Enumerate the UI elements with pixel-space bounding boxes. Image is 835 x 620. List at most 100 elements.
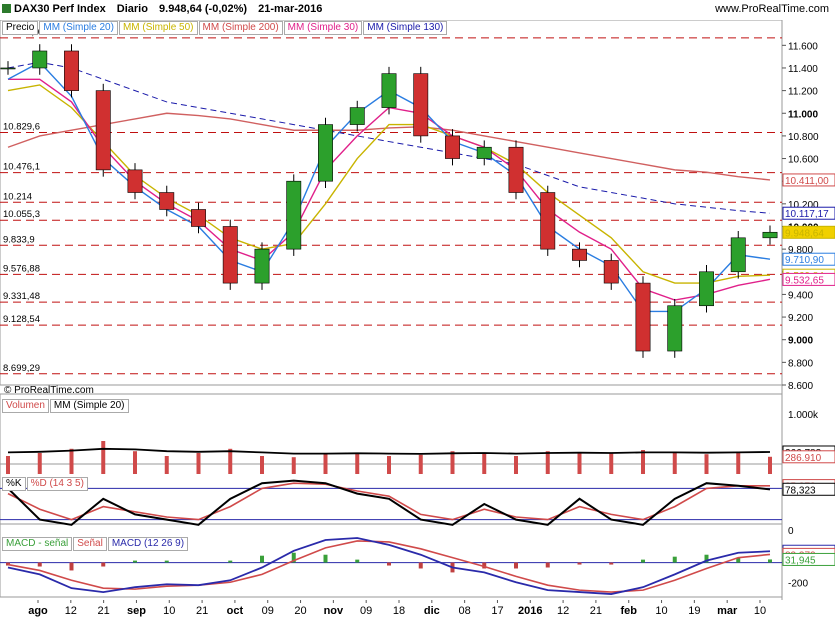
legend-volume-sma[interactable]: MM (Simple 20) [49,399,129,413]
legend-macd[interactable]: MACD (12 26 9) [107,537,189,551]
price-tick-label: 10.600 [788,155,819,166]
candle-body [254,248,270,284]
macd-hist-bar [6,562,10,566]
x-tick-label: oct [227,605,244,617]
legend-sma200[interactable]: MM (Simple 200) [198,21,283,35]
price-badge-box [782,225,835,239]
price-badge: 9.710,90 [782,252,835,266]
macd-legend: MACD - señal Señal MACD (12 26 9) [2,537,189,551]
volume-sma-line [7,447,771,455]
volume-legend: Volumen MM (Simple 20) [2,399,130,413]
x-tick-label: 10 [754,605,766,617]
x-tick-label: 2016 [518,605,542,617]
title-bar: DAX30 Perf Index Diario 9.948,64 (-0,02%… [0,0,835,20]
macd-hist-bar [672,556,677,563]
volume-badge-box [782,450,835,464]
legend-sma30[interactable]: MM (Simple 30) [283,21,363,35]
candle-body [95,90,111,171]
volume-bar [704,454,709,474]
sma200-line [7,112,771,181]
macd-signal-line [7,540,771,593]
candle-body [667,305,683,352]
volume-bar [6,456,10,474]
macd-hist-bar [355,559,360,563]
price-tick-label: 9.200 [788,313,813,324]
candle-body [381,73,397,108]
x-tick-label: 08 [459,605,471,617]
volume-badge: 286.910 [782,450,835,464]
macd-hist-bar [704,554,709,563]
candle-body [127,169,143,193]
macd-badge-box [782,552,835,566]
volume-bar [641,450,645,474]
legend-sma50[interactable]: MM (Simple 50) [118,21,198,35]
volume-bar [101,441,106,474]
candle-body [572,248,587,261]
stoch-d-line [7,482,770,521]
level-label: 10.214 [3,191,32,202]
macd-badge-text: 31,945 [785,555,816,566]
stoch-legend: %K %D (14 3 5) [2,477,89,491]
macd-hist-bar [736,557,741,563]
price-badge-text: 9.532,65 [785,275,824,286]
level-label: 9.576,88 [3,263,40,274]
price-tick-label: 9.000 [788,336,813,347]
volume-bar [482,453,487,474]
candle-body [413,73,429,137]
macd-panel-frame [0,523,783,598]
legend-signal[interactable]: Señal [73,537,107,551]
macd-hist-bar [323,554,328,563]
stoch-badge-box [782,482,835,496]
macd-hist-bar [609,562,614,565]
legend-volume[interactable]: Volumen [2,399,49,413]
instrument-name: DAX30 Perf Index [14,3,106,15]
volume-bar [291,457,296,474]
x-tick-label: 19 [688,605,700,617]
legend-k[interactable]: %K [2,477,26,491]
last-value: 9.948,64 (-0,02%) [159,3,248,15]
macd-badge: 31,945 [782,552,835,566]
x-tick-label: nov [324,605,344,617]
price-badge-text: 10.117,17 [785,209,829,220]
legend-sma130[interactable]: MM (Simple 130) [363,21,448,35]
x-tick-label: feb [620,605,637,617]
legend-macd-hist[interactable]: MACD - señal [2,537,73,551]
x-tick-label: 17 [491,605,503,617]
x-tick-label: mar [717,605,738,617]
price-badge-text: 10.411,00 [785,176,829,187]
macd-hist-bar [514,562,518,569]
legend-price[interactable]: Precio [2,21,39,35]
price-tick-label: 10.800 [788,132,819,143]
candle-body [730,237,746,273]
period-label: Diario [116,3,148,15]
macd-hist-bar [164,560,169,563]
level-label: 9.128,54 [3,314,40,325]
x-tick-label: 12 [557,605,569,617]
volume-bar [133,451,137,474]
level-label: 10.476,1 [3,162,40,173]
macd-hist-bar [101,562,106,567]
macd-hist-bar [768,559,772,563]
copyright: © ProRealTime.com [4,385,94,396]
x-tick-label: sep [127,605,146,617]
volume-bar [514,456,518,474]
volume-bar [768,456,772,474]
price-badge: 9.948,64 [782,225,835,239]
candle-body [286,180,302,250]
macd-tick-label: -200 [788,578,808,589]
legend-sma20[interactable]: MM (Simple 20) [39,21,118,35]
macd-hist-bar [641,559,645,563]
candle-body [159,192,175,210]
macd-hist-bar [133,560,137,563]
candle-body [445,135,460,159]
macd-hist-bar [577,562,582,565]
price-tick-label: 10.200 [788,200,819,211]
candle-body [349,107,365,125]
macd-line [7,537,771,595]
candle-body [318,124,333,182]
x-tick-label: 21 [590,605,602,617]
stoch-badge: 78,323 [782,482,835,496]
legend-d[interactable]: %D (14 3 5) [26,477,88,491]
price-tick-label: 9.800 [788,245,813,256]
